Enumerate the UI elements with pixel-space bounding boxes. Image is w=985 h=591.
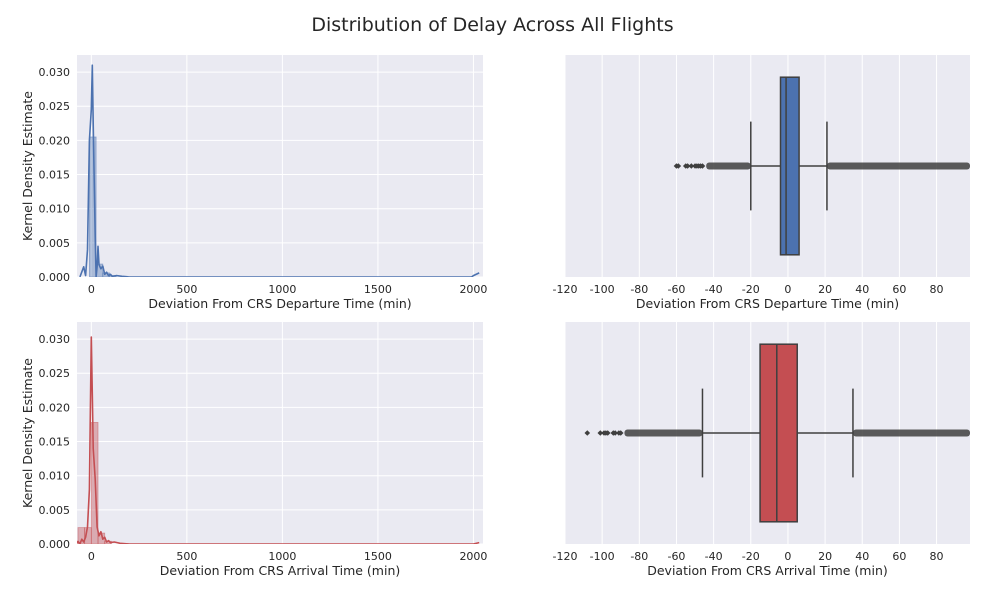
y-tick-label: 0.005 — [39, 237, 71, 250]
x-tick-label: 40 — [855, 283, 869, 296]
outlier-point — [604, 430, 611, 436]
x-axis-label: Deviation From CRS Departure Time (min) — [148, 296, 411, 311]
y-tick-label: 0.020 — [39, 134, 71, 147]
outlier-band-low — [624, 429, 703, 437]
x-axis-label: Deviation From CRS Arrival Time (min) — [160, 563, 401, 578]
x-tick-label: 80 — [930, 283, 944, 296]
x-tick-label: -40 — [705, 550, 723, 563]
outlier-band-low — [706, 162, 751, 170]
x-tick-label: -20 — [742, 283, 760, 296]
plot-marks — [77, 336, 480, 544]
y-tick-label: 0.025 — [39, 100, 71, 113]
panel-3 — [77, 322, 483, 545]
panel-2 — [564, 55, 970, 277]
outlier-point — [617, 430, 624, 436]
kde-line — [77, 336, 480, 544]
plot-marks — [673, 76, 970, 256]
x-tick-label: -20 — [742, 550, 760, 563]
x-tick-label: -80 — [630, 283, 648, 296]
y-tick-label: 0.015 — [39, 436, 71, 449]
x-tick-label: -100 — [590, 550, 615, 563]
x-tick-label: 40 — [855, 550, 869, 563]
y-tick-label: 0.030 — [39, 333, 71, 346]
x-tick-label: 1500 — [364, 550, 392, 563]
y-axis-label: Kernel Density Estimate — [20, 358, 35, 508]
outlier-point — [699, 163, 706, 169]
x-tick-label: -60 — [667, 550, 685, 563]
x-tick-label: 60 — [892, 283, 906, 296]
panel-4 — [564, 322, 970, 544]
x-tick-label: 500 — [176, 550, 197, 563]
y-axis-label: Kernel Density Estimate — [20, 91, 35, 241]
x-tick-label: -120 — [553, 283, 578, 296]
plot-marks — [79, 64, 480, 277]
x-tick-label: -120 — [553, 550, 578, 563]
x-tick-label: 0 — [784, 283, 791, 296]
x-tick-label: -100 — [590, 283, 615, 296]
outlier-band-high — [852, 429, 970, 437]
y-tick-label: 0.010 — [39, 470, 71, 483]
x-tick-label: 20 — [818, 550, 832, 563]
x-tick-label: 60 — [892, 550, 906, 563]
box — [779, 76, 800, 256]
x-tick-label: 80 — [930, 550, 944, 563]
outlier-point — [612, 430, 618, 436]
x-tick-label: 2000 — [459, 283, 487, 296]
x-tick-label: -80 — [630, 550, 648, 563]
x-tick-label: -60 — [667, 283, 685, 296]
x-tick-label: 0 — [784, 550, 791, 563]
y-tick-label: 0.000 — [39, 271, 71, 284]
x-tick-label: 1500 — [364, 283, 392, 296]
x-axis-label: Deviation From CRS Arrival Time (min) — [647, 563, 888, 578]
y-tick-label: 0.000 — [39, 538, 71, 551]
x-tick-label: 1000 — [268, 283, 296, 296]
outlier-point — [688, 163, 695, 169]
outlier-point — [675, 163, 682, 169]
figure-title: Distribution of Delay Across All Flights — [311, 14, 674, 36]
y-tick-label: 0.015 — [39, 169, 71, 182]
x-tick-label: 1000 — [268, 550, 296, 563]
y-tick-label: 0.010 — [39, 203, 71, 216]
x-axis-label: Deviation From CRS Departure Time (min) — [636, 296, 899, 311]
plot-area — [77, 55, 483, 277]
y-tick-label: 0.030 — [39, 66, 71, 79]
outlier-point — [597, 430, 604, 436]
panel-1 — [77, 55, 483, 278]
outlier-point — [684, 163, 691, 169]
box — [759, 343, 798, 523]
y-tick-label: 0.005 — [39, 504, 71, 517]
plot-area — [77, 322, 483, 544]
outlier-point — [584, 430, 591, 436]
y-tick-label: 0.020 — [39, 401, 71, 414]
plot-marks — [584, 343, 970, 523]
x-tick-label: 500 — [176, 283, 197, 296]
x-tick-label: -40 — [705, 283, 723, 296]
outlier-band-high — [826, 162, 970, 170]
x-tick-label: 2000 — [459, 550, 487, 563]
kde-line — [79, 64, 480, 277]
x-tick-label: 0 — [88, 550, 95, 563]
y-tick-label: 0.025 — [39, 367, 71, 380]
x-tick-label: 0 — [88, 283, 95, 296]
x-tick-label: 20 — [818, 283, 832, 296]
